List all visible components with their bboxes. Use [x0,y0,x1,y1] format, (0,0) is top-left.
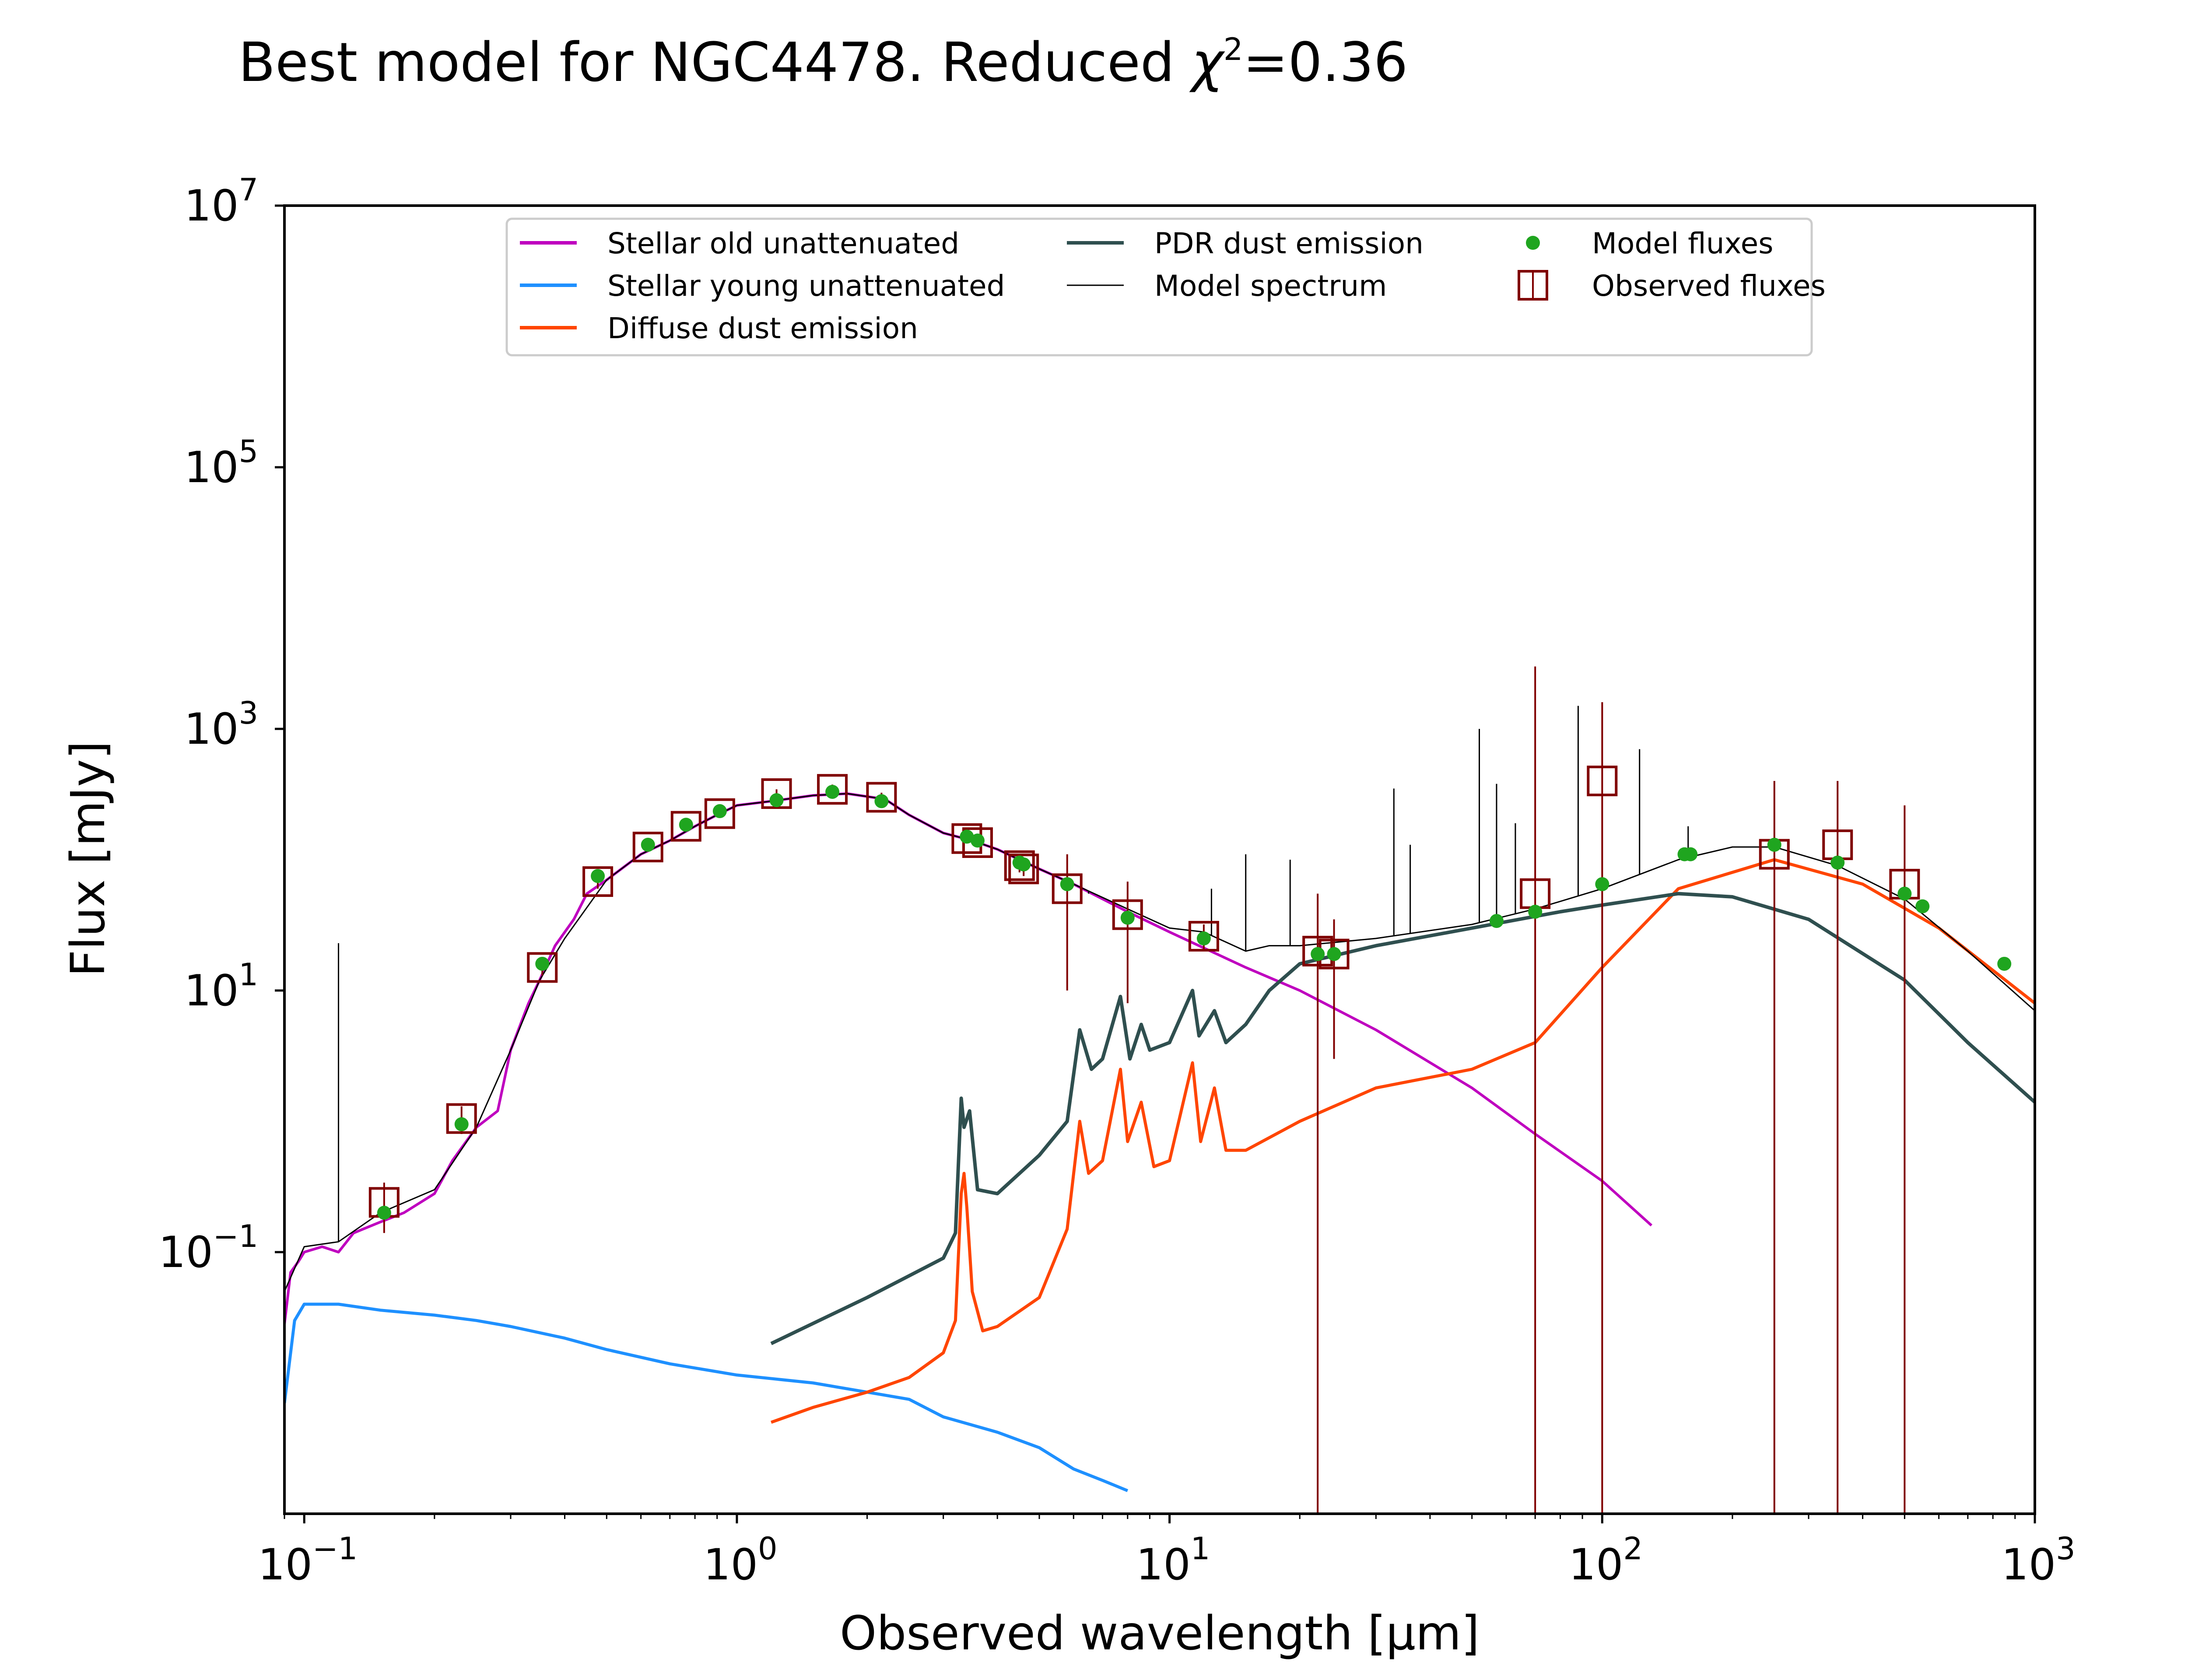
model-flux-point [874,794,889,808]
model-flux-point [1489,914,1504,928]
observed-flux-marker [817,774,848,805]
observed-flux-marker [527,952,558,983]
model-flux-point [1060,877,1074,891]
observed-flux-marker [1112,899,1143,930]
observed-flux-marker [866,782,897,813]
axis-ticks: 10−1 100 101 102 103 10−1 101 103 105 107 [158,172,2076,1590]
legend-item: Model spectrum [1067,269,1387,303]
x-axis-label: Observed wavelength [μm] [840,1606,1480,1661]
legend: Stellar old unattenuated Stellar young un… [505,217,1826,357]
model-flux-point [535,956,550,971]
model-flux-point [970,833,985,848]
y-tick-label: 107 [184,172,258,231]
legend-item: Stellar young unattenuated [520,269,1005,303]
y-axis-label: Flux [mJy] [61,741,116,976]
model-flux-point [712,804,727,819]
legend-label: Stellar young unattenuated [607,269,1005,303]
model-flux-point [1915,899,1930,914]
legend-label: Observed fluxes [1592,269,1826,303]
x-tick-label: 100 [703,1531,777,1590]
model-flux-point [679,818,693,832]
legend-item: Diffuse dust emission [520,312,918,345]
model-flux-point [1196,931,1211,946]
model-flux-point [1830,855,1845,870]
legend-item: Model fluxes [1526,227,1774,260]
observed-flux-marker [446,1103,477,1134]
series-stellar-young [284,1302,1129,1492]
y-tick-label: 10−1 [158,1218,258,1278]
legend-label: PDR dust emission [1154,227,1424,260]
model-flux-point [454,1117,469,1131]
model-flux-point [591,869,605,883]
model-flux-point [1327,947,1341,961]
plot-frame [283,204,2036,1515]
model-flux-point [1528,904,1543,919]
legend-item: PDR dust emission [1067,227,1424,260]
model-flux-point [1017,857,1031,872]
x-tick-label: 102 [1569,1531,1643,1590]
model-flux-point [825,784,840,799]
plot-area [284,666,2035,1514]
legend-box [505,217,1813,357]
legend-label: Model fluxes [1592,227,1774,260]
observed-flux-marker [1004,850,1035,881]
y-tick-label: 101 [184,957,258,1016]
model-flux-point [1997,956,2012,971]
y-tick-label: 103 [184,695,258,754]
legend-label: Diffuse dust emission [607,312,918,345]
observed-flux-marker [1188,920,1219,952]
observed-flux-marker [670,811,701,842]
legend-item: Observed fluxes [1518,269,1826,303]
model-flux-point [1120,910,1135,925]
series-pdr-dust [770,892,2035,1345]
model-flux-point [1683,847,1698,861]
observed-flux-marker [761,778,792,809]
observed-flux-marker [582,866,614,897]
legend-label: Model spectrum [1154,269,1387,303]
observed-flux-marker [1008,854,1039,885]
y-tick-label: 105 [184,434,258,493]
legend-label: Stellar old unattenuated [607,227,959,260]
model-flux-point [641,837,655,852]
model-flux-point [377,1205,391,1220]
model-flux-point [1767,837,1781,852]
model-flux-point [960,830,974,844]
model-flux-point [1897,886,1912,901]
model-flux-point [1311,947,1325,961]
legend-swatch [1526,236,1540,250]
x-tick-label: 101 [1136,1531,1210,1590]
legend-item: Stellar old unattenuated [520,227,959,260]
x-tick-label: 10−1 [258,1531,358,1590]
model-flux-point [769,793,784,808]
observed-flux-marker [632,832,663,863]
observed-flux-marker [704,798,735,829]
observed-flux-marker [1587,765,1618,796]
chart-title: Best model for NGC4478. Reduced χ2=0.36 [238,32,1408,94]
x-tick-label: 103 [2001,1531,2075,1590]
observed-flux-marker [1052,873,1083,904]
model-flux-point [1595,877,1609,891]
